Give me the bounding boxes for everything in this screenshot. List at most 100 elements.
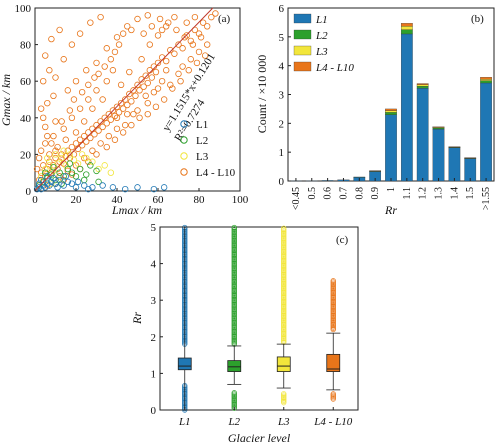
scatter-point (107, 116, 115, 123)
scatter-point (152, 103, 160, 111)
panel-label-c: (c) (336, 234, 349, 246)
histogram-x-tick-label: >1.55 (481, 187, 492, 210)
scatter-point (171, 13, 178, 21)
scatter-point (121, 96, 129, 103)
scatter-point (167, 46, 174, 54)
histogram-bar-segment (480, 79, 492, 81)
histogram-y-tick-label: 2 (279, 118, 285, 130)
histogram-bar-segment (416, 88, 429, 182)
scatter-point (76, 30, 84, 37)
scatter-point (175, 70, 182, 78)
scatter-point (52, 118, 59, 125)
boxplot-y-tick-label: 1 (151, 368, 157, 380)
histogram-bar-segment (416, 85, 429, 89)
scatter-point (162, 23, 170, 30)
legend-marker (180, 120, 188, 128)
legend-label: L4 - L10 (315, 62, 354, 74)
scatter-point (60, 147, 67, 154)
scatter-point (56, 169, 63, 176)
boxplot-x-tick-label: L3 (277, 416, 290, 428)
histogram-x-tick-label: 1.5 (465, 187, 476, 200)
scatter-point (68, 41, 76, 48)
scatter-point (76, 165, 84, 173)
scatter-point (193, 59, 201, 67)
scatter-point (93, 59, 100, 67)
scatter-point (138, 56, 145, 63)
scatter-plot-frame (34, 7, 241, 192)
scatter-point (54, 184, 61, 191)
scatter-point (52, 147, 59, 154)
scatter-legend: L1 L2 L3 L4 - L10 (180, 119, 236, 179)
scatter-point (68, 114, 76, 121)
scatter-point (97, 13, 104, 21)
scatter-point (68, 171, 76, 178)
scatter-point (33, 165, 41, 173)
scatter-point (201, 52, 209, 59)
scatter-point (126, 90, 133, 98)
scatter-point (37, 147, 45, 154)
scatter-point (70, 96, 78, 103)
scatter-point (95, 70, 102, 78)
scatter-point (130, 110, 137, 118)
scatter-x-tick-label: 0 (32, 194, 38, 206)
fit-line (34, 7, 214, 192)
panel-label-a: (a) (218, 13, 231, 25)
scatter-point (46, 162, 53, 169)
scatter-point (76, 105, 84, 112)
histogram-bar-segment (432, 127, 445, 130)
scatter-point (142, 72, 149, 79)
boxplot-x-tick-label: L4 - L10 (313, 416, 352, 428)
scatter-point (113, 114, 121, 121)
histogram-x-tick-label: 1 (386, 187, 397, 192)
boxplot-y-tick-label: 2 (151, 332, 157, 344)
scatter-point (76, 136, 84, 143)
scatter-point (203, 41, 211, 48)
legend-label: L1 (315, 14, 328, 26)
scatter-point (64, 87, 71, 94)
scatter-point (85, 158, 92, 165)
legend-swatch (293, 29, 312, 40)
scatter-point (177, 77, 184, 85)
scatter-point (89, 158, 96, 165)
scatter-point (42, 173, 49, 180)
scatter-point (111, 112, 119, 120)
scatter-point (150, 185, 158, 193)
scatter-point (89, 184, 96, 191)
scatter-point (33, 185, 41, 193)
scatter-x-tick-label: 60 (153, 194, 165, 206)
scatter-point (195, 30, 203, 37)
histogram-bar-segment (464, 158, 477, 182)
scatter-y-axis-label: Gmax / km (0, 74, 13, 126)
scatter-point (128, 121, 135, 129)
scatter-point (101, 114, 108, 121)
boxplot-outlier (231, 224, 237, 231)
scatter-point (68, 180, 76, 187)
scatter-point (126, 68, 133, 76)
legend-marker (180, 136, 188, 144)
histogram-y-tick-label: 6 (279, 3, 285, 15)
scatter-point (119, 129, 127, 136)
scatter-point (203, 23, 211, 30)
scatter-point (85, 81, 92, 89)
scatter-point (62, 136, 69, 143)
scatter-point (50, 174, 57, 182)
scatter-point (87, 19, 94, 26)
scatter-point (44, 165, 51, 173)
scatter-point (162, 57, 170, 65)
legend-label: L4 - L10 (196, 167, 236, 179)
histogram-x-axis-label: Rr (384, 203, 397, 217)
scatter-point (52, 154, 59, 162)
scatter-point (105, 110, 112, 118)
scatter-point (37, 176, 45, 184)
scatter-point (195, 48, 203, 56)
scatter-point (154, 85, 162, 92)
scatter-point (70, 156, 78, 164)
scatter-point (138, 76, 145, 83)
scatter-point (83, 67, 90, 74)
legend-label: L1 (196, 119, 208, 131)
scatter-point (158, 77, 166, 85)
scatter-point (42, 184, 49, 191)
scatter-point (91, 131, 98, 138)
scatter-point (154, 59, 162, 67)
